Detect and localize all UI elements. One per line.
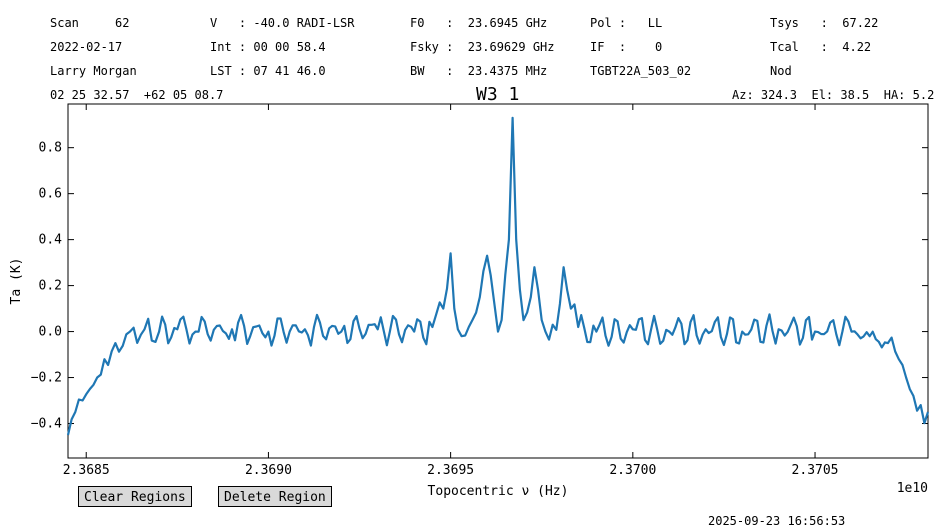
y-tick-label: 0.4	[39, 233, 63, 248]
velocity: V : -40.0 RADI-LSR	[210, 16, 355, 30]
y-tick-label: −0.2	[31, 371, 62, 386]
integration-time: Int : 00 00 58.4	[210, 40, 326, 54]
y-tick-label: 0.8	[39, 141, 62, 156]
x-tick-label: 2.3690	[245, 463, 292, 478]
plot-frame	[67, 103, 929, 459]
y-tick-label: 0.2	[39, 279, 62, 294]
sky-frequency: Fsky : 23.69629 GHz	[410, 40, 555, 54]
x-axis-label: Topocentric ν (Hz)	[428, 484, 569, 499]
polarization: Pol : LL	[590, 16, 663, 30]
x-tick-label: 2.3705	[792, 463, 839, 478]
delete-region-button[interactable]: Delete Region	[218, 486, 332, 507]
clear-regions-button[interactable]: Clear Regions	[78, 486, 192, 507]
obs-date: 2022-02-17	[50, 40, 123, 54]
rest-frequency: F0 : 23.6945 GHz	[410, 16, 548, 30]
y-axis-label: Ta (K)	[9, 258, 24, 305]
timestamp: 2025-09-23 16:56:53	[708, 514, 846, 528]
lst: LST : 07 41 46.0	[210, 64, 326, 78]
tsys: Tsys : 67.22	[770, 16, 879, 30]
tcal: Tcal : 4.22	[770, 40, 872, 54]
if-number: IF : 0	[590, 40, 663, 54]
spectrum-line	[66, 116, 930, 436]
az-el-ha: Az: 324.3 El: 38.5 HA: 5.2	[732, 88, 935, 102]
project-id: TGBT22A_503_02	[590, 64, 692, 78]
y-tick-label: 0.0	[39, 325, 62, 340]
y-tick-label: −0.4	[31, 417, 62, 432]
x-offset-label: 1e10	[897, 481, 928, 496]
x-tick-label: 2.3695	[427, 463, 474, 478]
bandwidth: BW : 23.4375 MHz	[410, 64, 548, 78]
x-tick-label: 2.3700	[609, 463, 656, 478]
chart-title: W3 1	[476, 84, 520, 105]
scan-number: Scan 62	[50, 16, 130, 30]
source-coordinates: 02 25 32.57 +62 05 08.7	[50, 88, 224, 102]
x-tick-label: 2.3685	[63, 463, 110, 478]
y-tick-label: 0.6	[39, 187, 62, 202]
proc-type: Nod	[770, 64, 792, 78]
observer: Larry Morgan	[50, 64, 137, 78]
